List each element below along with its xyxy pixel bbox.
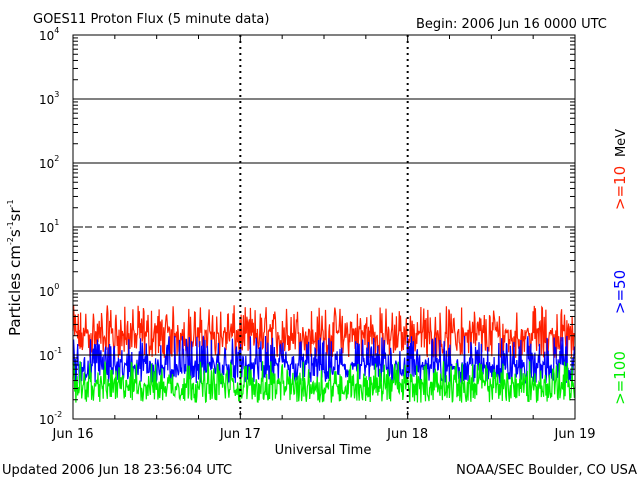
y-axis-label-text: Particles cm [6,245,24,336]
x-tick-label-1: Jun 16 [52,427,94,442]
y-tick-label-6: 10-1 [39,346,62,363]
y-axis-label-mid1: s [6,229,24,237]
x-tick-label-3: Jun 18 [386,427,428,442]
legend-label-2: >=50 [611,270,629,314]
y-axis-label-mid2: sr [6,207,24,222]
y-tick-label-1: 104 [39,26,59,43]
legend-label-3: >=100 [611,351,629,405]
legend-label-1: >=10 [611,166,629,210]
reference-lines [73,98,575,356]
legend-unit: MeV [614,129,629,157]
legend-entry-3: >=100 [611,351,629,405]
chart-title: GOES11 Proton Flux (5 minute data) [33,12,269,27]
series-layer [72,305,576,404]
legend-unit-text: MeV [614,129,629,157]
x-tick-label-4: Jun 19 [554,427,596,442]
y-axis-ticks: 104 103 102 101 100 10-1 10-2 [39,26,575,427]
y-axis-label-exp3: -1 [6,199,15,207]
y-axis-label: Particles cm-2s-1sr-1 [6,199,24,336]
legend: >=10 >=50 >=100 [611,166,629,405]
legend-entry-2: >=50 [611,270,629,314]
y-tick-label-7: 10-2 [39,410,62,427]
y-axis-label-exp1: -2 [6,237,15,245]
begin-label: Begin: 2006 Jun 16 0000 UTC [416,17,607,32]
series-line-3 [72,361,576,404]
series-line-2 [72,335,576,385]
y-tick-label-4: 101 [39,218,59,235]
credit-label: NOAA/SEC Boulder, CO USA [456,463,637,478]
x-axis-ticks: Jun 16 Jun 17 Jun 18 Jun 19 [52,35,596,442]
svg-text:Particles cm-2s-1sr-1: Particles cm-2s-1sr-1 [6,199,24,336]
y-tick-label-3: 102 [39,154,59,171]
y-tick-label-5: 100 [39,282,59,299]
day-separators [239,35,409,419]
x-tick-label-2: Jun 17 [219,427,261,442]
updated-label: Updated 2006 Jun 18 23:56:04 UTC [2,463,232,478]
y-tick-label-2: 103 [39,90,59,107]
y-axis-label-exp2: -1 [6,221,15,229]
x-axis-label: Universal Time [275,443,372,458]
legend-entry-1: >=10 [611,166,629,210]
